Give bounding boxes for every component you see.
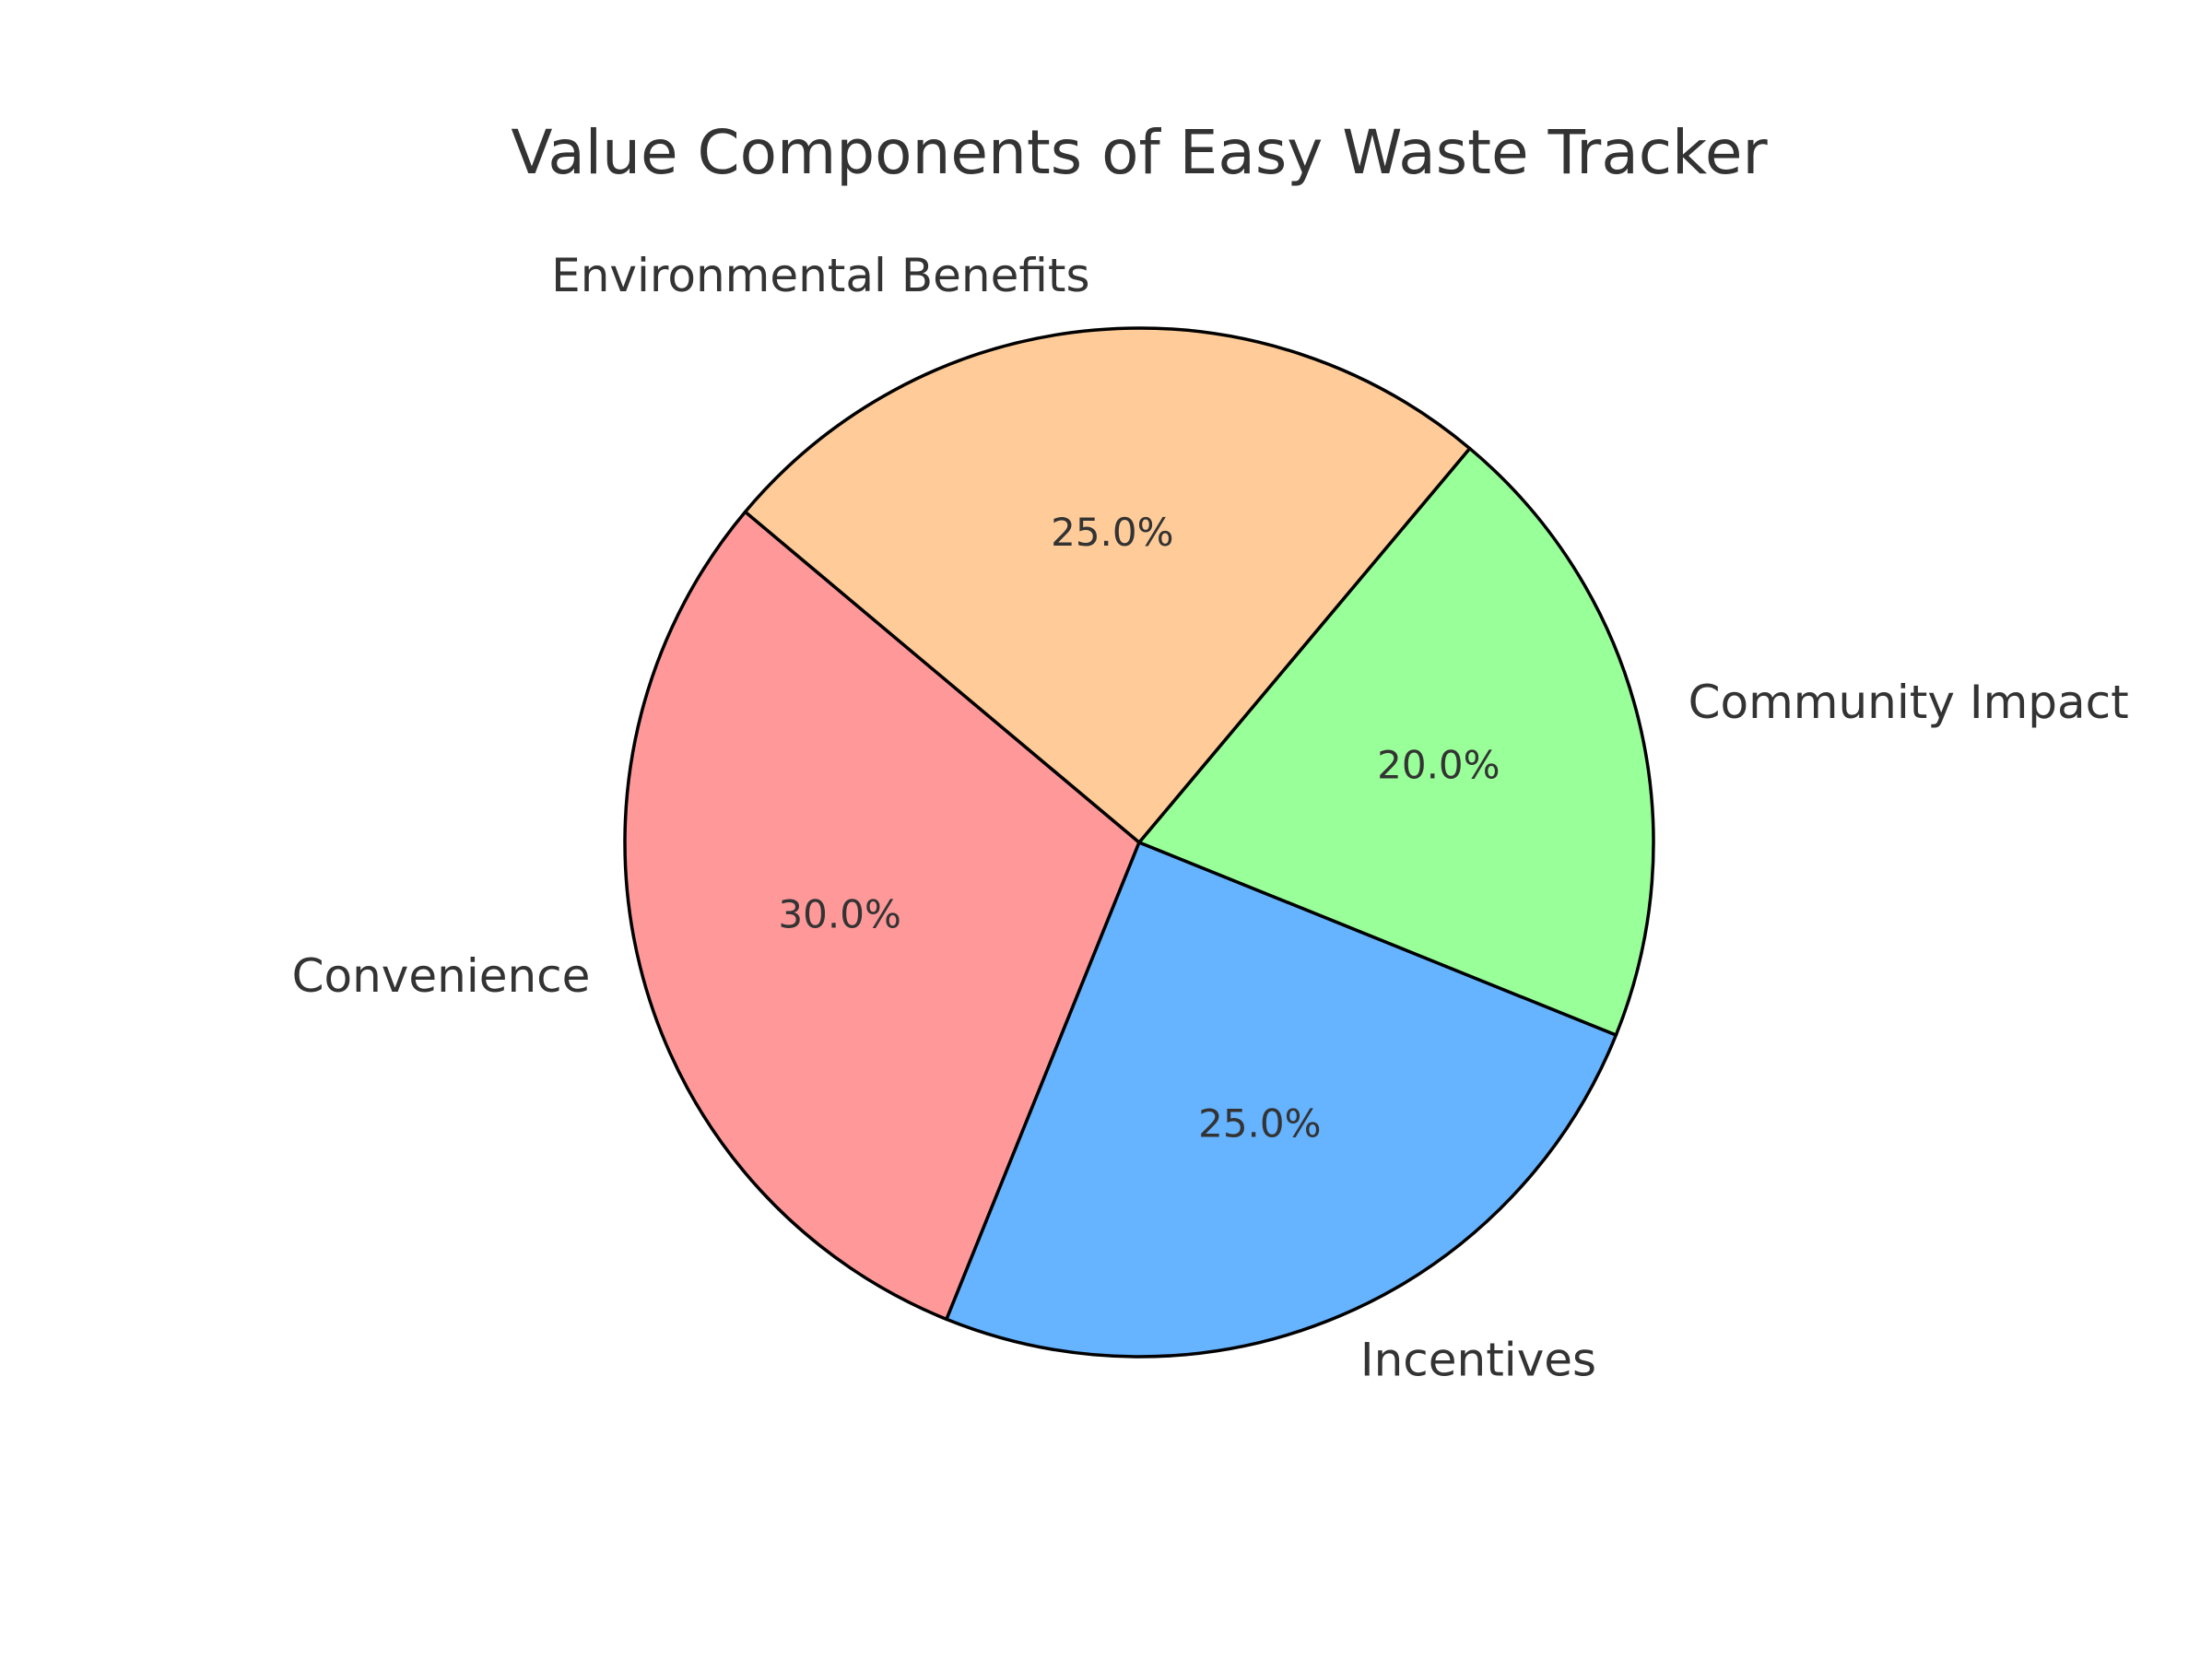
- slice-percent-convenience: 30.0%: [778, 891, 900, 936]
- slice-label-environmental-benefits: Environmental Benefits: [551, 249, 1089, 302]
- pie-slice-incentives: [945, 841, 1618, 1359]
- pie-labels: Convenience 30.0% Incentives 25.0% Community…: [292, 249, 2129, 1386]
- pie-slice-convenience: [623, 510, 1141, 1322]
- slice-label-incentives: Incentives: [1360, 1334, 1596, 1387]
- slice-percent-incentives: 25.0%: [1198, 1101, 1321, 1147]
- pie-slice-environmental-benefits: [743, 326, 1472, 844]
- pie-slice-community-impact: [1137, 446, 1655, 1037]
- chart-title: Value Components of Easy Waste Tracker: [511, 117, 1768, 188]
- pie-slices: [623, 326, 1655, 1359]
- slice-percent-environmental-benefits: 25.0%: [1051, 510, 1173, 555]
- slice-percent-community-impact: 20.0%: [1377, 743, 1500, 788]
- slice-label-convenience: Convenience: [292, 949, 591, 1003]
- slice-label-community-impact: Community Impact: [1688, 676, 2129, 729]
